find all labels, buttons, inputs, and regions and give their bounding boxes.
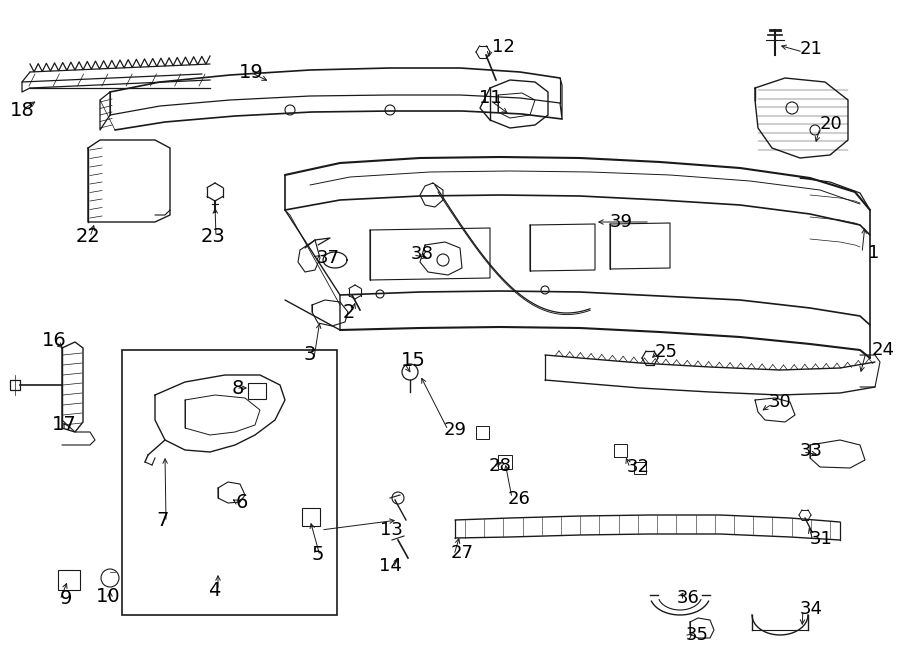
Text: 37: 37 — [317, 249, 340, 267]
Text: 26: 26 — [508, 490, 531, 508]
Bar — [498, 455, 512, 469]
Text: 28: 28 — [489, 457, 512, 475]
Text: 25: 25 — [655, 343, 678, 361]
Text: 23: 23 — [201, 227, 225, 245]
Text: 19: 19 — [238, 63, 264, 81]
Text: 24: 24 — [872, 341, 895, 359]
Text: 34: 34 — [800, 600, 823, 618]
Text: 33: 33 — [800, 442, 823, 460]
Text: 27: 27 — [451, 544, 474, 562]
Bar — [58, 570, 80, 590]
Text: 31: 31 — [810, 530, 832, 548]
Text: 16: 16 — [41, 330, 67, 350]
Text: 30: 30 — [769, 393, 792, 411]
Text: 39: 39 — [610, 213, 633, 231]
Text: 22: 22 — [76, 227, 101, 245]
Text: 18: 18 — [10, 100, 34, 120]
Bar — [302, 508, 320, 526]
Text: 17: 17 — [51, 416, 76, 434]
Text: 38: 38 — [411, 245, 434, 263]
Text: 11: 11 — [479, 89, 501, 107]
Bar — [614, 444, 627, 457]
Text: 13: 13 — [380, 521, 402, 539]
Text: 29: 29 — [444, 421, 467, 439]
Text: 15: 15 — [401, 350, 426, 369]
Text: 2: 2 — [343, 303, 356, 321]
Text: 6: 6 — [236, 492, 248, 512]
Bar — [476, 426, 489, 439]
Text: 36: 36 — [677, 589, 700, 607]
Text: 1: 1 — [868, 244, 879, 262]
Text: 35: 35 — [686, 626, 709, 644]
Text: 12: 12 — [492, 38, 515, 56]
Text: 32: 32 — [627, 458, 650, 476]
Text: 3: 3 — [304, 346, 316, 364]
Text: 10: 10 — [95, 586, 121, 605]
Text: 21: 21 — [800, 40, 823, 58]
Text: 7: 7 — [157, 512, 169, 531]
Text: 5: 5 — [311, 545, 324, 564]
Bar — [122, 350, 337, 615]
Text: 9: 9 — [59, 588, 72, 607]
Bar — [634, 462, 646, 474]
Text: 14: 14 — [379, 557, 401, 575]
Text: 20: 20 — [820, 115, 842, 133]
Text: 8: 8 — [232, 379, 245, 397]
Bar — [248, 383, 266, 399]
Text: 4: 4 — [208, 580, 220, 600]
